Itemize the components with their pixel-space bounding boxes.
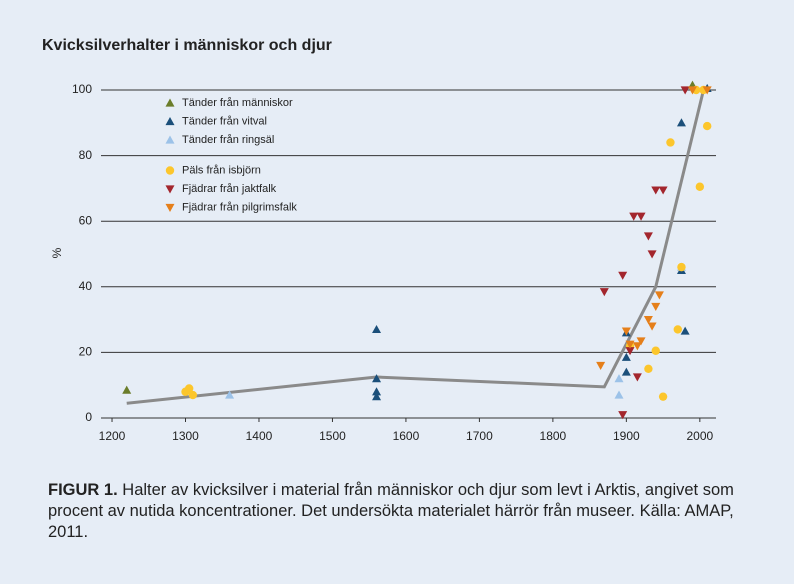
data-point [618, 411, 628, 420]
legend-label: Fjädrar från jaktfalk [182, 183, 277, 195]
data-point [680, 86, 690, 95]
data-point [621, 352, 631, 361]
data-point [632, 373, 642, 382]
x-tick-label: 1300 [172, 429, 199, 443]
data-point [188, 390, 198, 400]
data-point [632, 342, 642, 351]
data-point [225, 390, 235, 399]
legend-marker [165, 117, 175, 126]
data-point [372, 392, 382, 401]
x-tick-label: 1200 [99, 429, 126, 443]
x-tick-label: 1700 [466, 429, 493, 443]
legend-marker [165, 203, 175, 212]
data-point [625, 340, 635, 349]
chart-title: Kvicksilverhalter i människor och djur [42, 37, 332, 54]
y-tick-label: 80 [79, 148, 93, 162]
data-point [621, 327, 631, 336]
caption: FIGUR 1. Halter av kvicksilver i materia… [48, 480, 748, 543]
data-point [647, 250, 657, 259]
data-point [658, 186, 668, 195]
data-point [673, 325, 682, 334]
data-point [647, 322, 657, 331]
data-point [658, 392, 668, 401]
data-point [372, 387, 382, 396]
data-point [680, 326, 690, 335]
data-point [651, 302, 661, 311]
data-point [372, 324, 382, 334]
data-point [618, 271, 628, 280]
y-axis-label: % [50, 247, 64, 258]
y-tick-label: 60 [79, 213, 93, 227]
legend-marker [165, 166, 175, 175]
legend-marker [165, 98, 175, 107]
data-point [596, 361, 606, 371]
legend-label: Fjädrar från pilgrimsfalk [182, 201, 297, 213]
data-point [676, 118, 686, 127]
x-tick-label: 1600 [393, 429, 420, 443]
y-tick-label: 40 [79, 279, 93, 293]
data-point [629, 212, 639, 221]
data-point [614, 390, 624, 399]
caption-text: Halter av kvicksilver i material från mä… [48, 481, 734, 541]
data-point [621, 367, 631, 376]
data-point [372, 374, 382, 383]
legend-label: Päls från isbjörn [182, 164, 261, 176]
data-point [654, 291, 664, 300]
data-point [695, 182, 705, 191]
data-point [687, 86, 697, 95]
x-tick-label: 1900 [613, 429, 640, 443]
data-point [122, 385, 132, 394]
data-point [702, 121, 712, 131]
y-tick-label: 0 [85, 410, 92, 424]
y-tick-label: 20 [79, 345, 93, 359]
data-point [651, 346, 660, 355]
legend-marker [165, 135, 175, 144]
legend-label: Tänder från vitval [182, 115, 267, 127]
trend-line [126, 89, 705, 405]
data-point [643, 316, 653, 325]
legend-label: Tänder från människor [182, 97, 293, 109]
data-point [666, 138, 675, 147]
x-tick-label: 1400 [246, 429, 273, 443]
x-tick-label: 2000 [686, 429, 713, 443]
data-point [643, 232, 653, 241]
legend-label: Tänder från ringsäl [182, 134, 274, 146]
data-point [599, 288, 609, 297]
data-point [644, 364, 653, 373]
x-tick-label: 1500 [319, 429, 346, 443]
data-point [677, 262, 686, 272]
caption-label: FIGUR 1. [48, 481, 118, 499]
y-tick-label: 100 [72, 82, 92, 96]
legend-marker [165, 185, 175, 194]
data-point [651, 186, 661, 195]
data-point [625, 347, 635, 356]
data-point [614, 374, 624, 383]
data-point [702, 86, 712, 95]
data-point [636, 212, 646, 221]
x-tick-label: 1800 [540, 429, 567, 443]
data-point [184, 384, 194, 393]
data-point [636, 337, 646, 346]
